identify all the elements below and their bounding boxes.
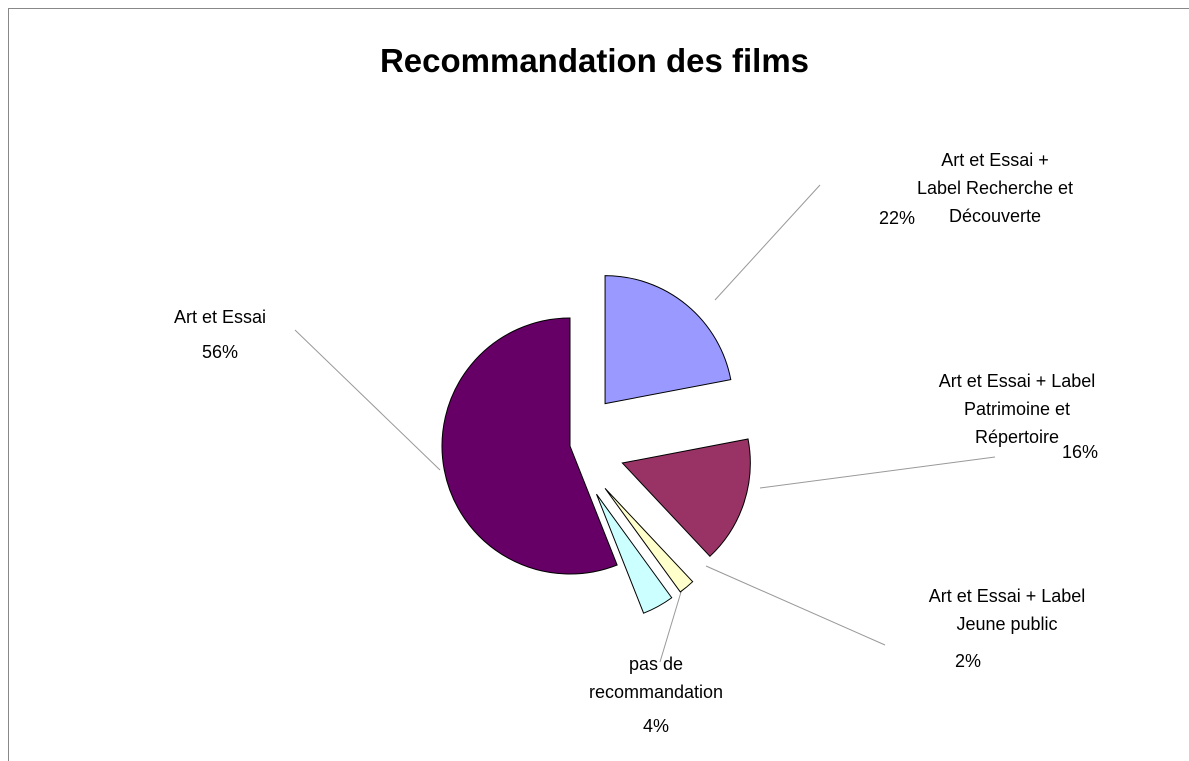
- leader-line: [705, 565, 886, 646]
- slice-label: Art et Essai + Label Patrimoine et Réper…: [938, 371, 1096, 447]
- pie-slice: [441, 317, 618, 575]
- slice-value-label: 22%: [878, 208, 916, 228]
- slice-value-label: 56%: [201, 342, 239, 362]
- pie-slice: [604, 488, 694, 593]
- pie-slice: [621, 438, 751, 558]
- pie-slice: [596, 493, 673, 614]
- leader-line: [294, 329, 441, 471]
- slice-value-label: 16%: [1061, 442, 1099, 462]
- slice-label: Art et Essai + Label Recherche et Découv…: [916, 150, 1074, 226]
- slice-value-label: 2%: [954, 651, 982, 671]
- leader-line: [659, 581, 685, 663]
- slice-label: Art et Essai: [173, 307, 267, 327]
- slice-label: pas de recommandation: [588, 654, 724, 702]
- slice-label: Art et Essai + Label Jeune public: [928, 586, 1086, 634]
- leader-line: [714, 184, 821, 301]
- slice-value-label: 4%: [642, 716, 670, 736]
- chart-title: Recommandation des films: [379, 42, 810, 79]
- pie-slice: [604, 275, 732, 405]
- leader-line: [759, 456, 996, 489]
